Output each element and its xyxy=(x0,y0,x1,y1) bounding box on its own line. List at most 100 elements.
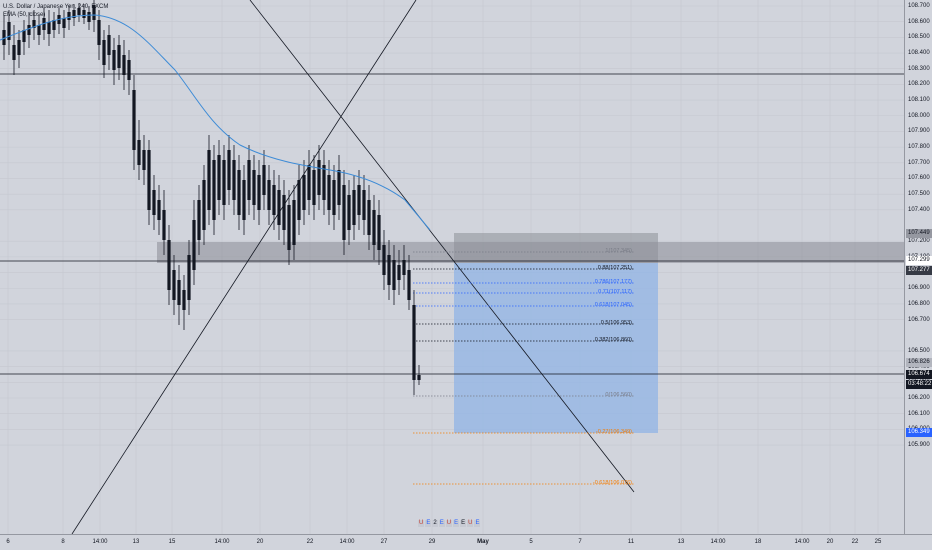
candle-body xyxy=(312,170,316,205)
price-tick: 106.700 xyxy=(908,316,930,323)
event-flag[interactable]: 2 xyxy=(432,520,438,527)
time-tick: 20 xyxy=(826,539,834,545)
stop-box xyxy=(454,233,658,263)
candle-body xyxy=(132,90,136,150)
candle-body xyxy=(287,205,291,250)
time-tick: 5 xyxy=(529,539,533,545)
price-tick: 106.200 xyxy=(908,395,930,401)
candle-body xyxy=(197,200,201,240)
time-tick: 14:00 xyxy=(339,539,355,545)
candle-body xyxy=(322,165,326,200)
event-flag[interactable]: E xyxy=(474,520,481,527)
candle-body xyxy=(332,180,336,215)
candle-body xyxy=(27,25,31,35)
candle-body xyxy=(172,270,176,300)
candle-body xyxy=(177,280,181,305)
time-axis[interactable]: 6 8 14:00 13 15 14:00 20 22 14:00 27 29 May 5 7 11 13 14… xyxy=(0,534,932,550)
price-tag: 107.299 xyxy=(906,256,932,265)
candle-body xyxy=(402,260,406,275)
price-tick: 108.400 xyxy=(908,50,930,57)
candle-body xyxy=(67,12,71,20)
indicator-title[interactable]: EMA (50, close) xyxy=(3,12,46,18)
event-flag[interactable]: U xyxy=(418,520,425,527)
price-tag: 107.449 xyxy=(906,229,932,238)
candle-body xyxy=(7,22,11,40)
candle-body xyxy=(22,30,26,42)
target-box xyxy=(454,263,658,433)
candle-body xyxy=(247,160,251,200)
price-tag: 106.674 xyxy=(906,370,932,379)
candle-body xyxy=(387,255,391,285)
candle-body xyxy=(397,265,401,280)
time-tick: 14:00 xyxy=(794,539,810,545)
time-tick: 13 xyxy=(677,539,685,545)
fib-level-label: -0.27(106.349) xyxy=(595,429,632,435)
event-flag[interactable]: U xyxy=(467,520,474,527)
candle-body xyxy=(382,245,386,275)
chart-pane[interactable]: U.S. Dollar / Japanese Yen, 240, FXCM EM… xyxy=(0,0,904,534)
candle-body xyxy=(352,190,356,225)
candle-body xyxy=(107,35,111,55)
time-tick: 22 xyxy=(851,539,859,545)
candle-body xyxy=(187,255,191,300)
candle-body xyxy=(142,150,146,170)
candle-body xyxy=(167,240,171,290)
symbol-title[interactable]: U.S. Dollar / Japanese Yen, 240, FXCM xyxy=(3,4,109,10)
candle-body xyxy=(12,45,16,60)
candle-body xyxy=(217,155,221,200)
event-flag[interactable]: E xyxy=(425,520,432,527)
event-flag[interactable]: E xyxy=(453,520,460,527)
candle-body xyxy=(227,150,231,190)
candle-body xyxy=(327,175,331,210)
candle-body xyxy=(372,210,376,245)
candle-body xyxy=(77,8,81,15)
price-tick: 108.600 xyxy=(908,18,930,25)
candle-body xyxy=(242,180,246,220)
price-tick: 106.500 xyxy=(908,347,930,354)
time-tick: May xyxy=(477,539,489,545)
candle-body xyxy=(342,185,346,240)
candle-body xyxy=(117,45,121,68)
candle-body xyxy=(157,200,161,220)
fib-level-label: 0.5(106.953) xyxy=(600,320,632,326)
candle-body xyxy=(147,150,151,210)
price-tick: 106.100 xyxy=(908,410,930,417)
price-chart[interactable] xyxy=(0,0,904,534)
fib-level-label: 0.786(107.177) xyxy=(594,279,632,285)
price-tick: 105.900 xyxy=(908,442,930,449)
chart-legend[interactable]: U.S. Dollar / Japanese Yen, 240, FXCM EM… xyxy=(3,3,108,19)
candle-body xyxy=(37,25,41,35)
candle-body xyxy=(282,195,286,230)
price-tick: 107.700 xyxy=(908,159,930,166)
event-flag[interactable]: E xyxy=(438,520,445,527)
event-flag[interactable]: U xyxy=(445,520,453,527)
price-tick: 107.400 xyxy=(908,206,930,213)
price-axis[interactable]: 108.700 108.600 108.500 108.400 108.300 108.2… xyxy=(904,0,932,534)
candle-body xyxy=(347,195,351,230)
candle-body xyxy=(317,160,321,195)
price-tick: 108.700 xyxy=(908,3,930,9)
candle-body xyxy=(32,20,36,28)
price-tag: 107.277 xyxy=(906,266,932,275)
candle-body xyxy=(277,190,281,225)
candle-body xyxy=(47,22,51,34)
fib-level-label: 0(106.560) xyxy=(605,392,632,398)
candle-body xyxy=(17,40,21,55)
event-flag[interactable]: E xyxy=(460,520,467,527)
fib-level-label: 0.88(107.251) xyxy=(597,265,632,271)
price-tick: 108.500 xyxy=(908,34,930,41)
candle-body xyxy=(302,175,306,210)
fib-level-label: -0.618(106.076) xyxy=(592,480,632,486)
trend-line-up xyxy=(71,0,417,534)
candle-body xyxy=(102,40,106,65)
candle-body xyxy=(252,170,256,205)
candle-body xyxy=(377,215,381,250)
price-tick: 107.600 xyxy=(908,175,930,182)
candle-body xyxy=(297,180,301,220)
ema-line xyxy=(0,14,431,231)
price-tick: 108.100 xyxy=(908,97,930,104)
candle-body xyxy=(92,5,96,20)
price-tick: 106.900 xyxy=(908,285,930,292)
candle-body xyxy=(202,180,206,230)
